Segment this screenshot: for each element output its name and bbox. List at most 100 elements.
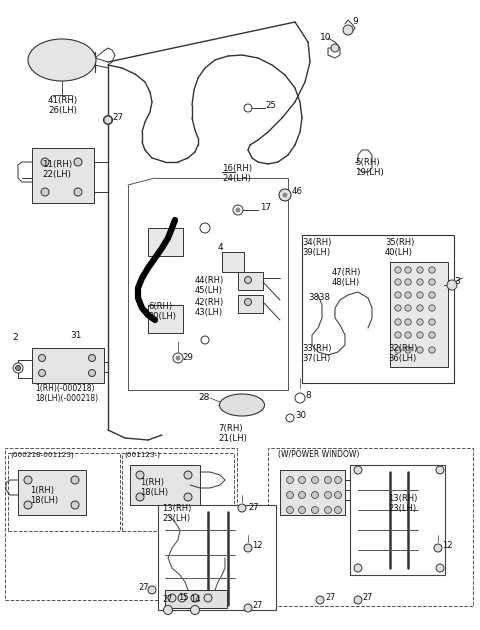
Text: 39(LH): 39(LH) <box>302 248 330 256</box>
Text: 36(LH): 36(LH) <box>388 353 416 362</box>
Circle shape <box>312 507 319 513</box>
Circle shape <box>316 596 324 604</box>
Text: 20(LH): 20(LH) <box>148 311 176 321</box>
Circle shape <box>104 115 112 125</box>
Circle shape <box>429 346 435 353</box>
Bar <box>32 148 94 203</box>
Text: 27: 27 <box>112 113 123 122</box>
Text: (001123-): (001123-) <box>124 452 160 458</box>
Circle shape <box>74 188 82 196</box>
Bar <box>238 295 263 313</box>
Text: 3838: 3838 <box>308 294 330 302</box>
Circle shape <box>354 564 362 572</box>
Text: 1(RH)(-000218): 1(RH)(-000218) <box>35 384 95 392</box>
Circle shape <box>287 507 293 513</box>
Circle shape <box>287 491 293 498</box>
Text: 27: 27 <box>252 602 262 610</box>
Text: 6(RH): 6(RH) <box>148 302 172 311</box>
Circle shape <box>324 491 332 498</box>
Bar <box>158 505 276 610</box>
Text: 37(LH): 37(LH) <box>302 353 330 362</box>
Circle shape <box>41 188 49 196</box>
Circle shape <box>395 332 401 338</box>
Circle shape <box>354 466 362 474</box>
Circle shape <box>405 346 411 353</box>
Circle shape <box>417 332 423 338</box>
Circle shape <box>395 266 401 273</box>
Circle shape <box>405 305 411 311</box>
Circle shape <box>405 279 411 285</box>
Circle shape <box>429 266 435 273</box>
Circle shape <box>395 346 401 353</box>
Bar <box>18 470 86 515</box>
Circle shape <box>335 491 341 498</box>
Circle shape <box>429 279 435 285</box>
Ellipse shape <box>219 394 264 416</box>
Circle shape <box>244 277 252 284</box>
Circle shape <box>436 466 444 474</box>
Circle shape <box>236 208 240 212</box>
Circle shape <box>429 332 435 338</box>
Circle shape <box>184 493 192 501</box>
Circle shape <box>191 605 200 614</box>
Circle shape <box>173 353 183 363</box>
Circle shape <box>324 507 332 513</box>
Circle shape <box>312 491 319 498</box>
Text: 2: 2 <box>12 333 18 343</box>
Circle shape <box>41 158 49 166</box>
Text: 27: 27 <box>362 593 372 602</box>
Circle shape <box>286 414 294 422</box>
Text: 27: 27 <box>248 503 259 512</box>
Circle shape <box>233 205 243 215</box>
Circle shape <box>279 189 291 201</box>
Text: 40(LH): 40(LH) <box>385 248 413 256</box>
Circle shape <box>244 299 252 306</box>
Text: 1(RH): 1(RH) <box>140 479 164 488</box>
Circle shape <box>354 596 362 604</box>
Circle shape <box>287 476 293 483</box>
Circle shape <box>405 319 411 325</box>
Circle shape <box>168 594 176 602</box>
Text: 12: 12 <box>252 541 263 549</box>
Text: 18(LH): 18(LH) <box>30 496 58 505</box>
Circle shape <box>148 586 156 594</box>
Text: 42(RH): 42(RH) <box>195 299 224 307</box>
Bar <box>130 465 200 505</box>
Text: 26(LH): 26(LH) <box>48 105 77 115</box>
Circle shape <box>335 507 341 513</box>
Text: 18(LH)(-000218): 18(LH)(-000218) <box>35 394 98 403</box>
Text: 11(RH): 11(RH) <box>42 161 72 169</box>
Circle shape <box>395 279 401 285</box>
Text: 28: 28 <box>198 394 209 403</box>
Text: 44(RH): 44(RH) <box>195 275 224 285</box>
Circle shape <box>417 346 423 353</box>
Circle shape <box>429 292 435 298</box>
Circle shape <box>178 594 186 602</box>
Text: 43(LH): 43(LH) <box>195 309 223 318</box>
Ellipse shape <box>28 39 96 81</box>
Circle shape <box>429 305 435 311</box>
Bar <box>268 448 473 606</box>
Text: 48(LH): 48(LH) <box>332 277 360 287</box>
Bar <box>8 453 120 531</box>
Text: 27: 27 <box>138 583 149 592</box>
Circle shape <box>299 507 305 513</box>
Circle shape <box>447 280 457 290</box>
Text: 16(RH): 16(RH) <box>222 164 252 173</box>
Circle shape <box>71 476 79 484</box>
Circle shape <box>15 365 21 370</box>
Bar <box>280 470 345 515</box>
Text: 31: 31 <box>70 331 82 340</box>
Circle shape <box>434 544 442 552</box>
Circle shape <box>395 305 401 311</box>
Text: 13(RH): 13(RH) <box>388 493 418 503</box>
Circle shape <box>417 305 423 311</box>
Circle shape <box>283 193 287 197</box>
Text: (000218-001123): (000218-001123) <box>10 452 74 458</box>
Text: 14: 14 <box>190 595 201 605</box>
Circle shape <box>299 491 305 498</box>
Circle shape <box>405 292 411 298</box>
Circle shape <box>201 336 209 344</box>
Circle shape <box>395 319 401 325</box>
Text: 29: 29 <box>182 353 193 362</box>
